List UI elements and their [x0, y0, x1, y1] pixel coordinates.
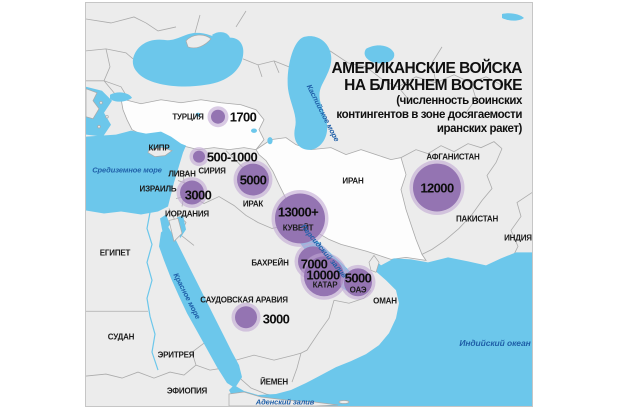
aegean-island [99, 101, 103, 105]
caspian-sea [287, 36, 332, 150]
troop-bubble-uae [344, 268, 372, 297]
nile-river [146, 212, 159, 371]
troop-bubble-kuwait [275, 193, 325, 244]
greece-land [86, 88, 100, 120]
lake-balkhash [502, 13, 524, 21]
troop-bubble-turkey [211, 109, 225, 124]
sea-of-azov [212, 32, 230, 41]
title-subtitle-3: иранских ракет) [436, 123, 523, 135]
title-subtitle-1: (численность воинских [396, 95, 522, 107]
indian-ocean [229, 252, 532, 406]
lake-van [251, 128, 257, 133]
title-subtitle-2: контингентов в зоне досягаемости [336, 109, 522, 121]
socotra-island [338, 400, 350, 404]
title-line-2: НА БЛИЖНЕМ ВОСТОКЕ [344, 77, 522, 94]
map-svg [86, 3, 532, 406]
troop-bubble-iraq [237, 163, 269, 196]
map-area: АМЕРИКАНСКИЕ ВОЙСКА НА БЛИЖНЕМ ВОСТОКЕ (… [85, 2, 533, 407]
gulf-of-suez [160, 214, 170, 235]
troop-bubble-qatar [304, 256, 344, 297]
musandam-peninsula [368, 254, 380, 273]
map-title: АМЕРИКАНСКИЕ ВОЙСКА НА БЛИЖНЕМ ВОСТОКЕ (… [331, 60, 522, 136]
troop-bubble-syria [193, 150, 205, 163]
troop-bubble-saudi_arabia [235, 306, 257, 329]
troop-bubble-afghanistan [413, 163, 461, 212]
lake-urmia [267, 137, 273, 145]
crimea-peninsula [185, 34, 212, 49]
red-sea [159, 226, 242, 389]
lake-tuz [195, 112, 201, 117]
sinai-peninsula [168, 218, 183, 243]
somalia-coast [228, 391, 339, 406]
aegean-island [97, 125, 101, 129]
troop-bubbles-layer [176, 106, 465, 332]
aegean-island [105, 115, 109, 119]
black-sea [132, 32, 244, 87]
troop-bubble-israel [180, 180, 204, 205]
cyprus-island [147, 147, 173, 157]
aral-sea [364, 45, 395, 64]
marmara-sea [110, 92, 132, 102]
title-line-1: АМЕРИКАНСКИЕ ВОЙСКА [331, 60, 522, 77]
